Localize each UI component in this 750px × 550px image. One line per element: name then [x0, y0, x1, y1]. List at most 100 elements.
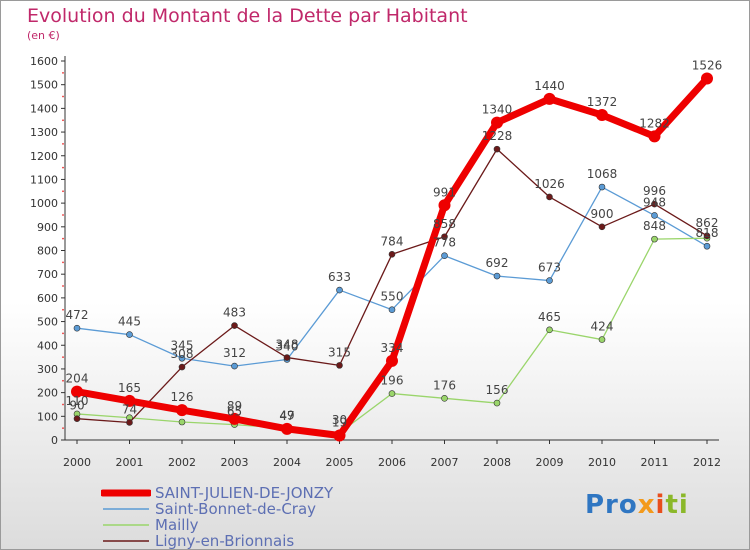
legend-label-ligny: Ligny-en-Brionnais — [155, 532, 295, 550]
series-point-0 — [543, 92, 556, 105]
data-label: 126 — [171, 390, 194, 404]
data-label: 465 — [538, 310, 561, 324]
series-point-0 — [648, 130, 661, 143]
x-tick-label: 2004 — [273, 456, 301, 469]
series-point-3 — [231, 322, 238, 329]
y-minor-tick — [62, 261, 64, 264]
series-point-3 — [651, 200, 658, 208]
series-point-2 — [546, 326, 553, 334]
legend-item-saint-julien: SAINT-JULIEN-DE-JONZY — [101, 484, 334, 502]
y-minor-tick — [62, 379, 64, 382]
y-minor-tick — [62, 143, 64, 145]
series-point-1 — [546, 277, 553, 284]
series-point-2 — [388, 390, 396, 397]
data-label: 1068 — [587, 167, 618, 181]
data-label: 49 — [279, 408, 294, 422]
y-tick-label: 1400 — [30, 102, 58, 115]
data-label: 445 — [118, 315, 141, 329]
y-tick-label: 500 — [37, 316, 58, 329]
x-tick-label: 2005 — [326, 456, 354, 469]
data-label: 176 — [433, 378, 456, 392]
y-tick-label: 1200 — [30, 150, 58, 163]
series-point-1 — [651, 212, 658, 219]
series-point-3 — [178, 363, 186, 371]
series-point-0 — [176, 404, 188, 417]
data-label: 862 — [696, 216, 719, 230]
series-point-2 — [651, 235, 658, 243]
logo-part-3: i — [655, 490, 666, 520]
y-tick-label: 900 — [37, 221, 58, 234]
series-point-0 — [438, 199, 451, 212]
data-label: 550 — [381, 290, 404, 304]
series-point-0 — [701, 72, 713, 85]
data-label: 472 — [66, 308, 89, 322]
legend-swatch-ligny — [103, 540, 149, 542]
logo-part-1: Pro — [585, 490, 638, 520]
series-point-2 — [178, 418, 186, 426]
y-minor-tick — [62, 285, 64, 287]
series-point-0 — [491, 116, 503, 129]
y-tick-label: 400 — [37, 339, 58, 352]
data-label: 778 — [433, 236, 456, 250]
data-label: 19 — [332, 415, 347, 429]
data-label: 156 — [486, 383, 509, 397]
y-minor-tick — [62, 427, 64, 430]
y-tick-label: 800 — [37, 245, 58, 258]
series-point-3 — [703, 232, 711, 240]
data-label: 345 — [171, 338, 194, 352]
data-label: 334 — [381, 341, 404, 355]
series-point-3 — [388, 250, 396, 258]
series-point-0 — [281, 422, 293, 435]
y-tick-label: 0 — [51, 434, 58, 447]
chart-subtitle: (en €) — [27, 29, 60, 42]
data-label: 1440 — [534, 79, 565, 93]
series-point-1 — [703, 242, 711, 250]
y-minor-tick — [62, 95, 64, 98]
data-label: 1372 — [587, 95, 618, 109]
series-point-2 — [598, 336, 606, 343]
y-tick-label: 1100 — [30, 173, 58, 186]
y-minor-tick — [62, 237, 64, 240]
series-point-1 — [493, 272, 501, 280]
data-label: 312 — [223, 346, 246, 360]
series-point-0 — [386, 354, 398, 367]
legend-item-ligny: Ligny-en-Brionnais — [101, 532, 333, 550]
data-label: 90 — [69, 399, 84, 413]
data-label: 996 — [643, 184, 666, 198]
series-point-3 — [441, 233, 448, 241]
x-tick-label: 2000 — [63, 456, 91, 469]
x-tick-label: 2007 — [431, 456, 459, 469]
data-label: 204 — [66, 372, 89, 386]
legend-label-saint-bonnet: Saint-Bonnet-de-Cray — [155, 500, 317, 518]
series-point-1 — [336, 286, 343, 294]
y-minor-tick — [62, 166, 64, 169]
x-tick-label: 2002 — [168, 456, 196, 469]
data-label: 165 — [118, 381, 141, 395]
series-point-1 — [441, 252, 448, 260]
legend-swatch-mailly — [103, 524, 149, 526]
data-label: 110 — [66, 394, 89, 408]
x-tick-label: 2006 — [378, 456, 406, 469]
series-point-3 — [126, 419, 133, 426]
data-label: 848 — [643, 219, 666, 233]
y-minor-tick — [62, 356, 64, 358]
series-point-3 — [336, 362, 343, 369]
series-point-1 — [73, 324, 81, 332]
x-tick-label: 2012 — [693, 456, 721, 469]
series-point-0 — [228, 412, 241, 425]
data-label: 424 — [591, 320, 614, 334]
data-label: 340 — [276, 339, 299, 353]
data-label: 1282 — [639, 116, 670, 130]
series-point-0 — [596, 109, 608, 122]
chart-title: Evolution du Montant de la Dette par Hab… — [27, 5, 468, 27]
data-label: 991 — [433, 185, 456, 199]
data-label: 47 — [279, 409, 294, 423]
series-point-3 — [546, 193, 553, 201]
series-point-3 — [283, 354, 291, 361]
series-point-3 — [598, 223, 606, 231]
legend-label-saint-julien: SAINT-JULIEN-DE-JONZY — [155, 484, 334, 502]
data-label: 633 — [328, 270, 351, 284]
y-minor-tick — [62, 190, 64, 193]
